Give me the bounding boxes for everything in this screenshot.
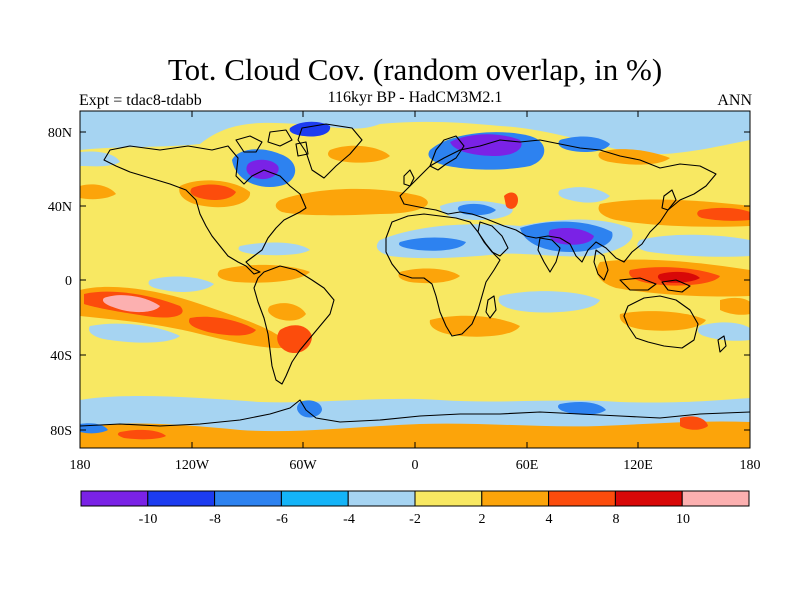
colorbar-swatch [80, 490, 149, 507]
coastline-british-isles [403, 169, 415, 187]
colorbar: -10 -8 -6 -4 -2 2 4 8 10 [80, 490, 750, 527]
y-tick-labels: 80N 40N 0 40S 80S [48, 126, 72, 439]
field-contour [680, 416, 708, 430]
field-contour [102, 295, 160, 313]
anomaly-field [80, 111, 750, 448]
field-contour [238, 242, 310, 256]
field-contour [148, 276, 214, 292]
field-contour [398, 268, 460, 284]
field-contour [598, 199, 750, 227]
colorbar-swatch [214, 490, 282, 507]
x-tick-labels: 180 120W 60W 0 60E 120E 180 [70, 458, 761, 473]
colorbar-swatch [614, 490, 683, 507]
field-contour [637, 234, 750, 257]
field-contour [598, 149, 670, 165]
field-contour [398, 237, 466, 251]
colorbar-swatch [347, 490, 416, 507]
x-tick-label: 60W [289, 458, 317, 473]
field-contour [619, 311, 706, 331]
y-tick-label: 80N [48, 126, 72, 141]
field-contour [558, 402, 606, 415]
field-contour [117, 429, 166, 440]
colorbar-swatch [481, 490, 550, 507]
colorbar-swatch [681, 490, 750, 507]
field-contour [720, 297, 750, 315]
colorbar-swatch [414, 490, 483, 507]
colorbar-label: -4 [343, 512, 355, 527]
field-contour [504, 192, 518, 209]
coastline-southeast-asia [593, 249, 691, 293]
x-tick-label: 120E [623, 458, 653, 473]
coastline-india [537, 237, 561, 273]
field-contour [80, 421, 750, 448]
coastline-arabia [477, 221, 509, 257]
colorbar-labels: -10 -8 -6 -4 -2 2 4 8 10 [139, 512, 690, 527]
season-label: ANN [717, 92, 752, 109]
coastline-eurasia [399, 139, 717, 263]
coastline-canadian-arctic [235, 129, 309, 157]
field-contour [328, 145, 390, 163]
y-tick-label: 0 [65, 274, 72, 289]
map-title: Tot. Cloud Cov. (random overlap, in %) [167, 52, 663, 87]
field-contour [558, 187, 610, 203]
x-tick-label: 180 [70, 458, 91, 473]
x-tick-label: 0 [412, 458, 419, 473]
y-tick-label: 40S [50, 349, 72, 364]
field-contour [657, 271, 700, 283]
colorbar-boxes [80, 490, 750, 507]
field-contour [80, 184, 116, 200]
colorbar-label: 8 [613, 512, 620, 527]
field-contour [548, 228, 594, 245]
colorbar-label: -6 [276, 512, 288, 527]
colorbar-label: 2 [479, 512, 486, 527]
coastlines [80, 123, 750, 427]
field-contour [697, 322, 750, 341]
coastline-madagascar [485, 295, 497, 319]
y-tick-label: 80S [50, 424, 72, 439]
field-contour [190, 184, 236, 200]
field-contour [457, 203, 496, 216]
field-contour [450, 134, 522, 156]
y-tick-label: 40N [48, 200, 72, 215]
x-tick-label: 60E [516, 458, 539, 473]
coastline-africa [385, 213, 501, 337]
coastline-north-america [103, 145, 307, 275]
colorbar-swatch [280, 490, 349, 507]
field-contour [268, 303, 306, 321]
colorbar-label: -10 [139, 512, 158, 527]
axis-ticks [79, 111, 751, 448]
experiment-label: Expt = tdac8-tdabb [79, 92, 202, 109]
field-contour [429, 315, 520, 337]
field-contour [558, 136, 610, 152]
coastline-japan [661, 189, 677, 211]
field-contour [697, 207, 750, 221]
coastline-greenland [297, 123, 363, 179]
field-contour [88, 323, 180, 343]
coastline-scandinavia [429, 135, 465, 171]
field-contour [275, 188, 428, 216]
colorbar-label: 10 [676, 512, 690, 527]
colorbar-label: 4 [546, 512, 553, 527]
coastline-antarctica [80, 399, 750, 427]
field-contour [80, 111, 750, 155]
coastline-new-zealand [717, 335, 727, 353]
colorbar-label: -2 [409, 512, 421, 527]
colorbar-swatch [548, 490, 616, 507]
x-tick-label: 180 [740, 458, 761, 473]
x-tick-label: 120W [175, 458, 210, 473]
field-contour [498, 291, 600, 313]
coastline-south-america [253, 265, 335, 385]
field-contour [188, 316, 256, 336]
coastline-australia [623, 295, 699, 349]
colorbar-swatch [147, 490, 216, 507]
map-subtitle: 116kyr BP - HadCM3M2.1 [327, 89, 503, 106]
field-contour [217, 264, 310, 283]
colorbar-label: -8 [209, 512, 221, 527]
